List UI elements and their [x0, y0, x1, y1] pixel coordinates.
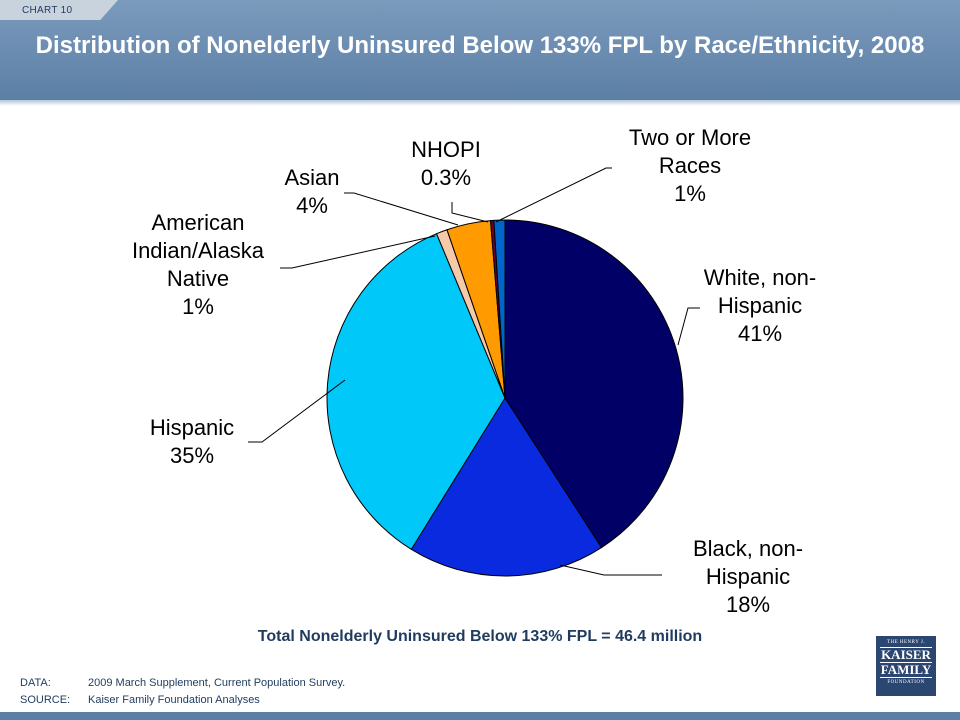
slice-label-line: Races	[659, 153, 721, 178]
slice-label-line: Native	[167, 266, 229, 291]
leader-lines	[248, 167, 700, 576]
slice-label-line: 0.3%	[421, 165, 471, 190]
slice-label: Black, non- Hispanic 18%	[693, 536, 803, 617]
data-note-value: 2009 March Supplement, Current Populatio…	[88, 677, 346, 689]
slice-label: Asian 4%	[284, 165, 339, 218]
chart-number-label: CHART 10	[22, 5, 73, 16]
pie-slices	[326, 219, 684, 577]
title-banner	[0, 0, 960, 100]
logo-line-3: FAMILY	[880, 662, 932, 678]
slice-label-line: 4%	[296, 193, 328, 218]
slice-label-line: American	[152, 210, 245, 235]
slice-label-line: Black, non-	[693, 536, 803, 561]
slice-label: American Indian/Alaska Native 1%	[132, 210, 265, 319]
banner-shadow	[0, 100, 960, 106]
slice-label: Hispanic 35%	[150, 415, 234, 468]
chart-title: Distribution of Nonelderly Uninsured Bel…	[35, 32, 925, 59]
source-note: SOURCE: Kaiser Family Foundation Analyses	[20, 694, 260, 706]
pie-slice	[410, 397, 603, 577]
slice-label: White, non- Hispanic 41%	[704, 265, 817, 346]
leader-line	[677, 307, 700, 346]
leader-line	[559, 564, 662, 576]
slice-label: NHOPI 0.3%	[411, 137, 481, 190]
slice-label-line: 41%	[738, 321, 782, 346]
slice-label-line: Hispanic	[718, 293, 802, 318]
slice-label-line: Hispanic	[150, 415, 234, 440]
source-note-value: Kaiser Family Foundation Analyses	[88, 694, 260, 706]
logo-line-1: THE HENRY J.	[886, 640, 926, 645]
slice-labels: White, non- Hispanic 41% Black, non- Hispani…	[132, 125, 816, 617]
slice-label-line: 35%	[170, 443, 214, 468]
leader-line	[280, 235, 436, 269]
data-note-key: DATA:	[20, 677, 51, 689]
total-caption: Total Nonelderly Uninsured Below 133% FP…	[257, 628, 703, 645]
slice-label-line: 18%	[726, 592, 770, 617]
leader-line	[344, 192, 459, 226]
data-note: DATA: 2009 March Supplement, Current Popu…	[20, 677, 345, 689]
slice-label-line: Hispanic	[706, 564, 790, 589]
slice-label-line: 1%	[182, 294, 214, 319]
slice-label: Two or More Races 1%	[629, 125, 751, 206]
footer-bar	[0, 712, 960, 720]
slice-label-line: White, non-	[704, 265, 817, 290]
logo-line-2: KAISER	[880, 647, 932, 663]
slice-label-line: NHOPI	[411, 137, 481, 162]
pie-slice	[504, 219, 684, 549]
slice-label-line: Asian	[284, 165, 339, 190]
kaiser-logo: THE HENRY J. KAISER FAMILY FOUNDATION	[876, 636, 936, 696]
leader-line	[451, 202, 489, 223]
logo-line-4: FOUNDATION	[887, 680, 925, 685]
slice-label-line: Indian/Alaska	[132, 238, 265, 263]
chart-number-tab: CHART 10	[0, 0, 118, 20]
slice-label-line: 1%	[674, 181, 706, 206]
pie-slice	[326, 233, 506, 551]
slice-label-line: Two or More	[629, 125, 751, 150]
leader-line	[248, 379, 346, 443]
leader-line	[495, 167, 612, 223]
source-note-key: SOURCE:	[20, 694, 71, 706]
